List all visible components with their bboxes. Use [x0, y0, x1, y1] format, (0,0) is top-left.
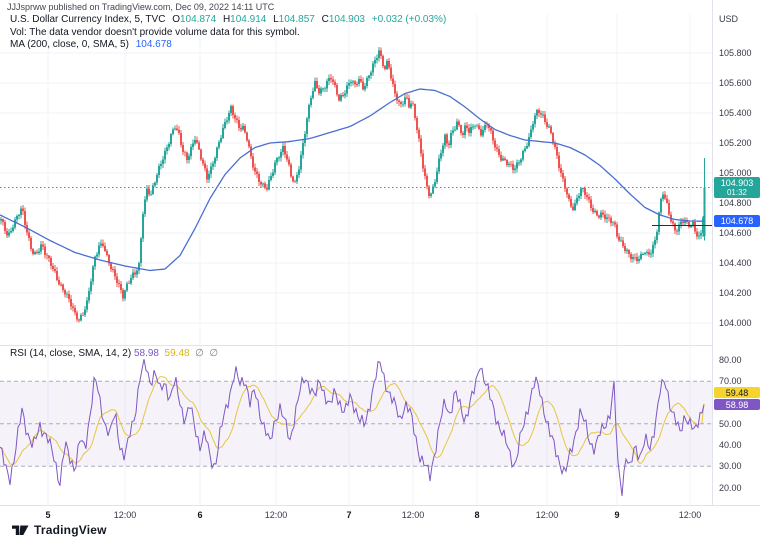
- time-tick-label: 5: [45, 510, 51, 520]
- ma-price-badge: 104.678: [714, 215, 760, 227]
- ma-line: [0, 88, 706, 272]
- rsi-tick-label: 20.00: [719, 482, 742, 493]
- ma-label: MA (200, close, 0, SMA, 5): [10, 39, 129, 50]
- ma-badge-value: 104.678: [720, 216, 754, 226]
- high-value: 104.914: [230, 14, 267, 25]
- price-scale[interactable]: USD 105.800 105.600 105.400 105.200 105.000 1…: [712, 0, 760, 520]
- tradingview-logo-icon: [12, 525, 29, 535]
- time-tick-label: 12:00: [678, 510, 702, 520]
- price-tick-label: 104.200: [719, 288, 752, 298]
- close-value: 104.903: [328, 14, 365, 25]
- ma-value: 104.678: [135, 39, 172, 50]
- open-label: O: [172, 14, 180, 25]
- symbol-title: U.S. Dollar Currency Index, 5, TVC: [10, 14, 166, 25]
- price-tick-label: 105.000: [719, 168, 752, 178]
- change-value: +0.032 (+0.03%): [371, 14, 447, 25]
- candle-series: [0, 47, 706, 323]
- rsi-line: [0, 359, 705, 497]
- close-label: C: [321, 14, 329, 25]
- last-price-badge: 104.903 01:32: [714, 177, 760, 198]
- time-tick-label: 12:00: [401, 510, 425, 520]
- publish-info: JJJsprww published on TradingView.com, D…: [7, 2, 275, 12]
- symbol-legend[interactable]: U.S. Dollar Currency Index, 5, TVC O104.…: [10, 14, 446, 52]
- price-tick-label: 104.400: [719, 258, 752, 268]
- low-value: 104.857: [278, 14, 315, 25]
- chart-canvas[interactable]: [0, 0, 760, 522]
- rsi-tick-label: 30.00: [719, 461, 742, 472]
- symbol-legend-row[interactable]: U.S. Dollar Currency Index, 5, TVC O104.…: [10, 14, 446, 27]
- rsi-tick-label: 80.00: [719, 355, 742, 365]
- rsi-badge-value: 58.98: [725, 399, 749, 410]
- time-tick-label: 12:00: [264, 510, 288, 520]
- rsi-value-badge: 58.98: [714, 399, 760, 410]
- price-tick-label: 105.800: [719, 48, 752, 58]
- tradingview-logo[interactable]: TradingView: [12, 523, 107, 537]
- time-tick-label: 12:00: [113, 510, 137, 520]
- price-tick-label: 104.000: [719, 318, 752, 328]
- open-value: 104.874: [180, 14, 217, 25]
- rsi-lower-band-value: ∅: [209, 348, 219, 359]
- rsi-tick-label: 50.00: [719, 418, 742, 429]
- price-tick-label: 105.400: [719, 108, 752, 118]
- time-tick-label: 6: [197, 510, 203, 520]
- rsi-label: RSI (14, close, SMA, 14, 2): [10, 348, 132, 359]
- price-tick-label: 104.600: [719, 228, 752, 238]
- rsi-upper-band-value: ∅: [195, 348, 204, 359]
- time-scale[interactable]: 5 12:00 6 12:00 7 12:00 8 12:00 9 12:00: [0, 505, 760, 523]
- rsi-ma-badge: 59.48: [714, 387, 760, 398]
- rsi-ma-badge-value: 59.48: [725, 387, 749, 398]
- time-tick-label: 8: [474, 510, 480, 520]
- grid: [0, 14, 712, 505]
- rsi-value: 58.98: [133, 348, 159, 359]
- price-tick-label: 104.800: [719, 198, 752, 208]
- price-unit-label: USD: [719, 14, 739, 24]
- tradingview-logo-text: TradingView: [34, 523, 107, 537]
- rsi-legend[interactable]: RSI (14, close, SMA, 14, 2) 58.98 59.48 …: [10, 348, 218, 359]
- price-tick-label: 105.200: [719, 138, 752, 148]
- ma-legend-row[interactable]: MA (200, close, 0, SMA, 5) 104.678: [10, 39, 446, 52]
- volume-legend-row[interactable]: Vol: The data vendor doesn't provide vol…: [10, 27, 446, 40]
- high-label: H: [222, 14, 231, 25]
- rsi-ma-value: 59.48: [164, 348, 190, 359]
- time-tick-label: 9: [614, 510, 620, 520]
- rsi-tick-label: 70.00: [719, 376, 742, 387]
- time-tick-label: 12:00: [535, 510, 559, 520]
- rsi-tick-label: 40.00: [719, 440, 742, 450]
- volume-note: Vol: The data vendor doesn't provide vol…: [10, 26, 300, 38]
- price-tick-label: 105.600: [719, 78, 752, 88]
- last-price-value: 104.903: [720, 177, 754, 188]
- bar-countdown: 01:32: [726, 187, 748, 197]
- time-tick-label: 7: [346, 510, 352, 520]
- low-label: L: [273, 14, 279, 25]
